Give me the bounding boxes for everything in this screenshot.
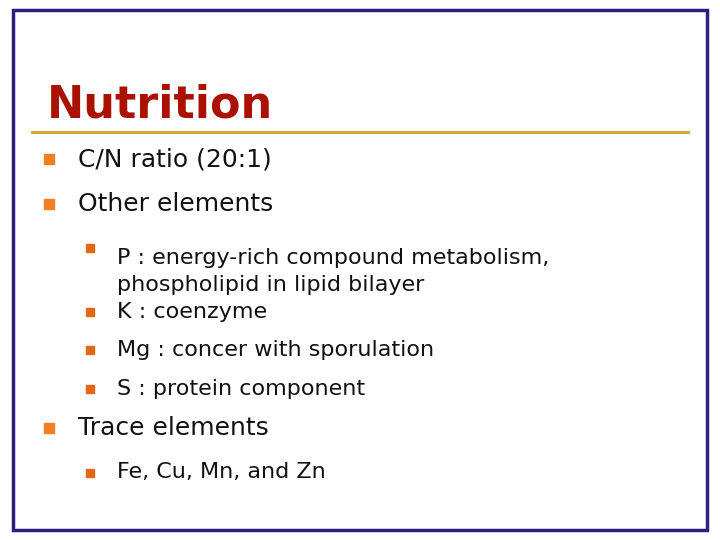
Text: K : coenzyme: K : coenzyme — [117, 301, 267, 322]
Text: Mg : concer with sporulation: Mg : concer with sporulation — [117, 340, 433, 361]
Text: S : protein component: S : protein component — [117, 379, 365, 400]
Text: C/N ratio (20:1): C/N ratio (20:1) — [78, 147, 271, 171]
FancyBboxPatch shape — [13, 10, 707, 530]
Text: Fe, Cu, Mn, and Zn: Fe, Cu, Mn, and Zn — [117, 462, 325, 483]
Text: Trace elements: Trace elements — [78, 416, 269, 440]
Text: Nutrition: Nutrition — [47, 84, 273, 127]
Text: Other elements: Other elements — [78, 192, 273, 215]
Text: P : energy-rich compound metabolism,
phospholipid in lipid bilayer: P : energy-rich compound metabolism, pho… — [117, 248, 549, 295]
